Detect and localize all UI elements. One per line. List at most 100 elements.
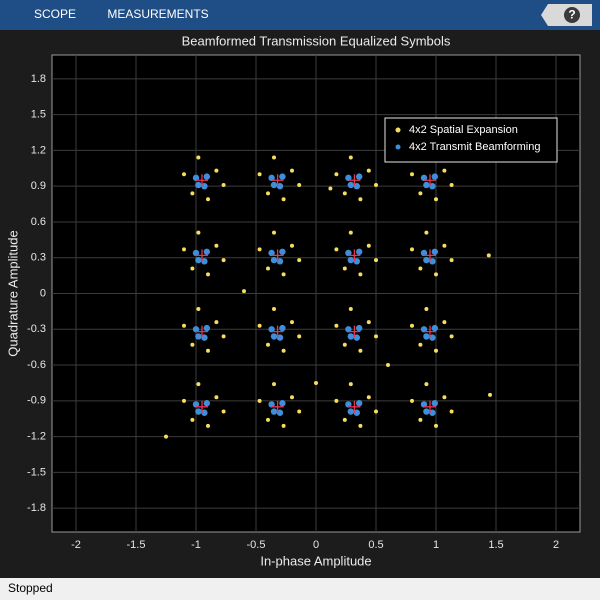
symbol-point	[366, 395, 371, 400]
symbol-point	[410, 323, 414, 328]
symbol-point	[297, 258, 302, 263]
symbol-point	[431, 248, 438, 255]
symbol-point	[347, 333, 354, 340]
symbol-point	[449, 258, 454, 263]
symbol-point	[195, 181, 202, 189]
legend-box	[384, 117, 558, 163]
y-tick-label: 1.2	[31, 144, 46, 156]
legend-label: 4x2 Spatial Expansion	[409, 124, 518, 136]
toolbar	[0, 0, 600, 30]
symbol-point	[206, 272, 210, 277]
symbol-point	[356, 324, 363, 332]
reference-point	[196, 174, 208, 187]
symbol-point	[418, 191, 423, 196]
symbol-point	[423, 408, 430, 415]
reference-point	[348, 325, 361, 338]
symbol-point	[196, 307, 201, 312]
y-tick-label: 1.8	[31, 73, 46, 85]
symbol-point	[206, 348, 210, 353]
symbol-point	[206, 423, 210, 428]
symbol-point	[268, 249, 275, 257]
symbol-point	[429, 409, 436, 416]
reference-point	[424, 174, 436, 187]
symbol-point	[366, 168, 371, 173]
symbol-point	[195, 333, 202, 340]
symbol-point	[279, 324, 286, 332]
y-axis-label: Quadrature Amplitude	[5, 230, 20, 356]
symbol-point	[334, 247, 339, 252]
status-text: Stopped	[8, 581, 53, 595]
symbol-point	[347, 408, 354, 415]
reference-point	[348, 400, 361, 413]
symbol-point	[358, 272, 363, 277]
symbol-point	[345, 249, 352, 257]
symbol-point	[486, 253, 491, 258]
x-tick-label: -1.5	[127, 539, 146, 551]
symbol-point	[328, 186, 333, 191]
symbol-point	[356, 400, 363, 407]
y-tick-label: -0.3	[27, 323, 46, 335]
symbol-point	[420, 174, 428, 182]
symbol-point	[386, 363, 390, 368]
y-tick-label: 0	[40, 287, 46, 299]
symbol-point	[345, 401, 352, 408]
symbol-point	[192, 174, 200, 182]
symbol-point	[190, 417, 195, 422]
symbol-point	[203, 400, 210, 407]
symbol-point	[195, 408, 202, 415]
symbol-point	[279, 400, 286, 407]
x-tick-label: 1.5	[488, 539, 503, 551]
symbol-point	[420, 249, 428, 257]
y-tick-label: -1.2	[27, 431, 46, 443]
symbol-point	[449, 182, 454, 187]
symbol-point	[290, 243, 294, 248]
symbol-point	[268, 401, 275, 408]
symbol-point	[276, 409, 284, 416]
symbol-point	[423, 181, 430, 189]
reference-point	[271, 325, 284, 338]
symbol-point	[429, 334, 436, 341]
x-axis-label: In-phase Amplitude	[260, 553, 371, 568]
symbol-point	[196, 382, 201, 387]
symbol-point	[347, 181, 354, 189]
y-tick-label: -0.6	[27, 359, 46, 371]
symbol-point	[434, 272, 438, 277]
symbol-point	[334, 172, 339, 177]
symbol-point	[449, 334, 454, 339]
reference-point	[271, 249, 284, 262]
symbol-point	[348, 155, 353, 160]
chart-title: Beamformed Transmission Equalized Symbol…	[182, 33, 451, 48]
symbol-point	[442, 243, 447, 248]
symbol-point	[424, 230, 429, 235]
symbol-point	[270, 333, 278, 340]
symbol-point	[221, 409, 226, 414]
y-tick-label: 0.9	[31, 180, 46, 192]
y-tick-label: 0.6	[31, 216, 46, 228]
symbol-point	[410, 172, 414, 177]
symbol-point	[203, 173, 210, 180]
symbol-point	[214, 243, 219, 248]
symbol-point	[201, 334, 208, 341]
symbol-point	[290, 320, 294, 325]
symbol-point	[272, 230, 276, 235]
tab[interactable]: MEASUREMENTS	[107, 7, 208, 21]
symbol-point	[442, 320, 447, 325]
symbol-point	[257, 172, 262, 177]
help-icon	[564, 7, 580, 23]
reference-point	[271, 174, 284, 187]
symbol-point	[353, 258, 360, 265]
symbol-point	[192, 326, 200, 333]
symbol-point	[424, 382, 429, 387]
symbol-point	[190, 191, 195, 196]
x-tick-label: 0.5	[368, 539, 383, 551]
symbol-point	[420, 401, 428, 408]
help-button[interactable]: ?	[541, 4, 592, 26]
tab[interactable]: SCOPE	[34, 7, 76, 21]
symbol-point	[442, 395, 447, 400]
symbol-point	[342, 417, 347, 422]
symbol-point	[182, 398, 186, 403]
symbol-point	[353, 334, 360, 341]
symbol-point	[345, 326, 352, 333]
symbol-point	[374, 334, 378, 339]
